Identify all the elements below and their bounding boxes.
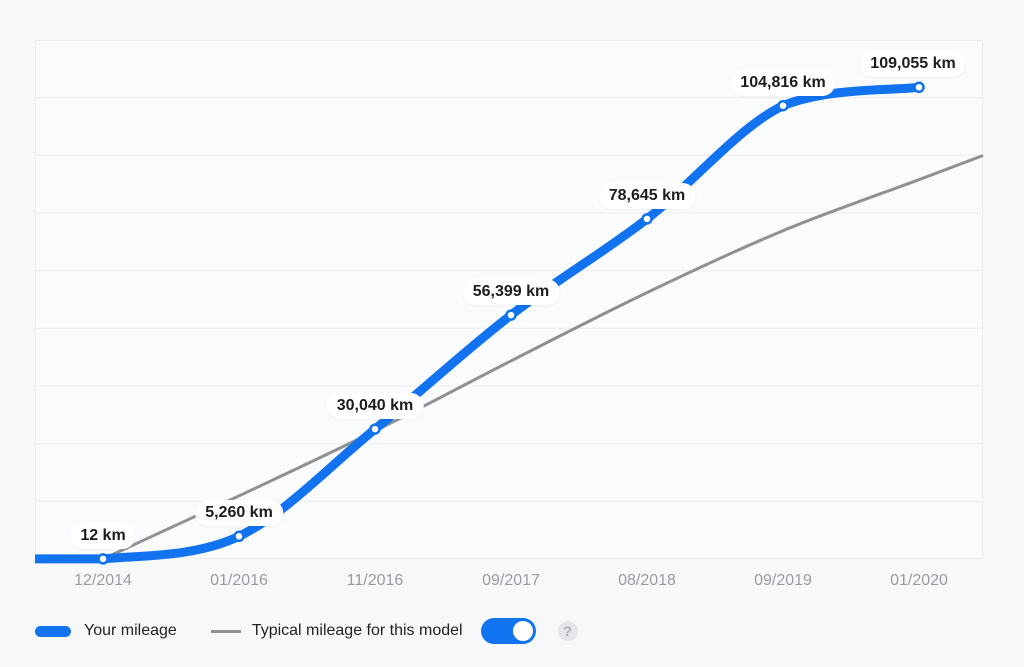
x-tick-label: 12/2014 [74, 572, 132, 589]
x-tick-label: 08/2018 [618, 572, 676, 589]
your-mileage-line [35, 82, 920, 564]
data-point-marker [97, 553, 109, 565]
data-point-marker [233, 530, 245, 543]
your-mileage-label: Your mileage [84, 622, 177, 639]
toggle-knob [512, 621, 533, 641]
point-label: 78,645 km [598, 182, 696, 209]
point-label: 109,055 km [860, 51, 966, 78]
point-label: 56,399 km [462, 279, 560, 306]
x-tick-label: 01/2016 [210, 572, 268, 589]
point-label: 12 km [70, 522, 136, 549]
data-point-marker [913, 81, 925, 94]
data-point-marker [641, 213, 653, 225]
typical-mileage-line [102, 154, 984, 561]
your-mileage-swatch [35, 625, 71, 637]
typical-mileage-swatch [210, 629, 241, 633]
x-tick-label: 01/2020 [890, 572, 948, 589]
data-point-marker [505, 309, 517, 321]
x-tick-label: 11/2016 [346, 572, 404, 589]
point-label: 104,816 km [730, 69, 836, 96]
data-point-marker [777, 99, 789, 112]
chart-legend: Your mileage Typical mileage for this mo… [35, 616, 578, 646]
x-tick-label: 09/2019 [754, 572, 812, 589]
data-point-marker [369, 423, 381, 435]
help-icon[interactable]: ? [557, 621, 578, 641]
typical-mileage-label: Typical mileage for this model [251, 622, 463, 639]
point-label: 30,040 km [326, 393, 424, 420]
point-label: 5,260 km [195, 500, 283, 527]
x-axis: 12/2014 01/2016 11/2016 09/2017 08/2018 09/20… [0, 572, 1024, 594]
typical-mileage-toggle[interactable] [480, 618, 536, 644]
x-tick-label: 09/2017 [482, 572, 540, 589]
